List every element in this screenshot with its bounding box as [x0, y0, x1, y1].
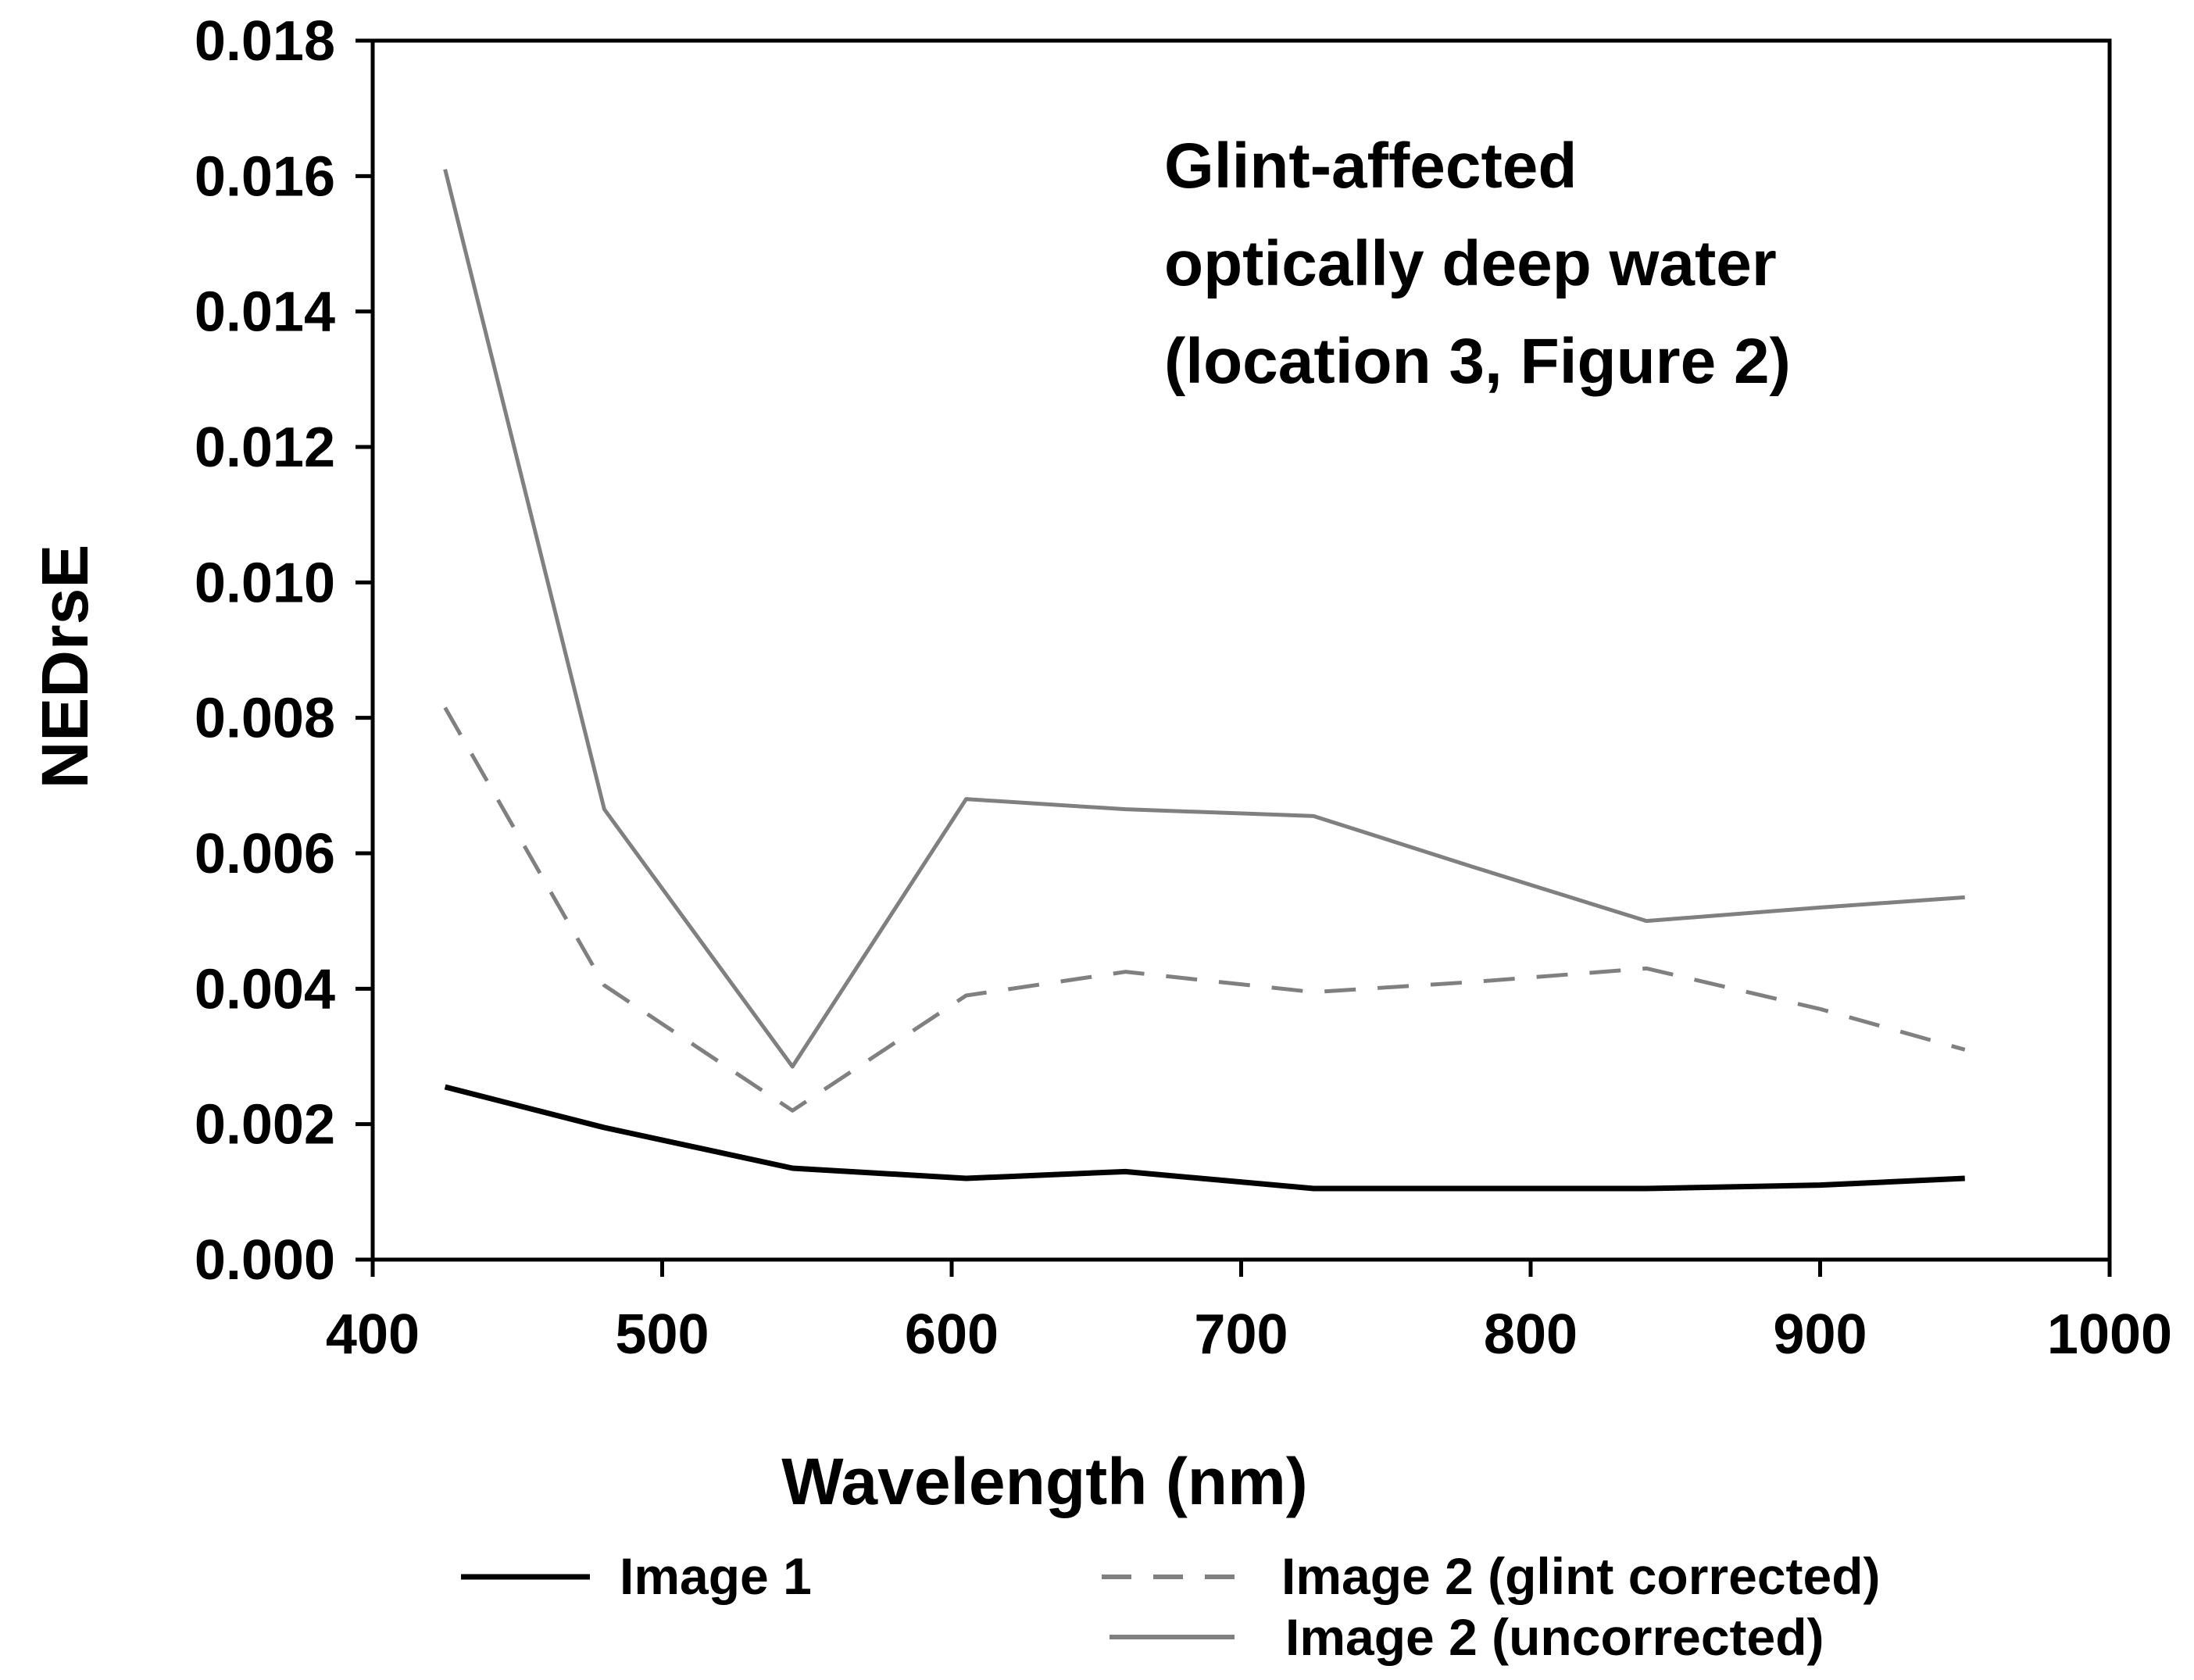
x-tick-label-1000: 1000	[2047, 1303, 2172, 1366]
x-tick-label-500: 500	[615, 1303, 709, 1366]
series-line-image-2-uncorrected	[443, 169, 1965, 1069]
y-tick-label-0.008: 0.008	[195, 688, 335, 750]
legend-label-image-1: Image 1	[620, 1547, 812, 1605]
y-tick-label-0.012: 0.012	[195, 416, 335, 479]
annotation-line-1: Glint-affected	[1164, 130, 1577, 202]
plot-frame	[370, 38, 2112, 1262]
x-axis-title: Wavelength (nm)	[781, 1445, 1308, 1518]
series-line-image-2-glint-corrected	[443, 706, 1966, 1113]
y-tick-label-0.004: 0.004	[195, 958, 335, 1021]
x-tick-label-800: 800	[1484, 1303, 1578, 1366]
x-tick-label-900: 900	[1773, 1303, 1867, 1366]
y-tick-label-0.010: 0.010	[195, 552, 335, 614]
plot-area: 400 500 600 700 800 900 1000 0.000 0.002 0.004 0.0…	[195, 10, 2172, 1366]
y-tick-label-0.016: 0.016	[195, 145, 335, 208]
legend: Image 1 Image 2 (glint corrected) Image …	[461, 1547, 1881, 1666]
y-tick-label-0.006: 0.006	[195, 823, 335, 885]
y-tick-label-0.018: 0.018	[195, 10, 335, 73]
y-tick-label-0.002: 0.002	[195, 1094, 335, 1156]
x-tick-label-700: 700	[1194, 1303, 1288, 1366]
annotation-line-3: (location 3, Figure 2)	[1164, 326, 1791, 397]
annotation-line-2: optically deep water	[1164, 228, 1777, 299]
legend-label-image-2-glint-corrected: Image 2 (glint corrected)	[1281, 1547, 1881, 1605]
y-axis-title: NEDrsE	[28, 545, 102, 789]
series-line-image-1	[444, 1084, 1965, 1192]
legend-label-image-2-uncorrected: Image 2 (uncorrected)	[1285, 1608, 1824, 1666]
x-tick-label-600: 600	[905, 1303, 999, 1366]
y-tick-label-0.014: 0.014	[195, 281, 335, 344]
y-tick-label-0.000: 0.000	[195, 1229, 335, 1292]
x-tick-label-400: 400	[326, 1303, 420, 1366]
